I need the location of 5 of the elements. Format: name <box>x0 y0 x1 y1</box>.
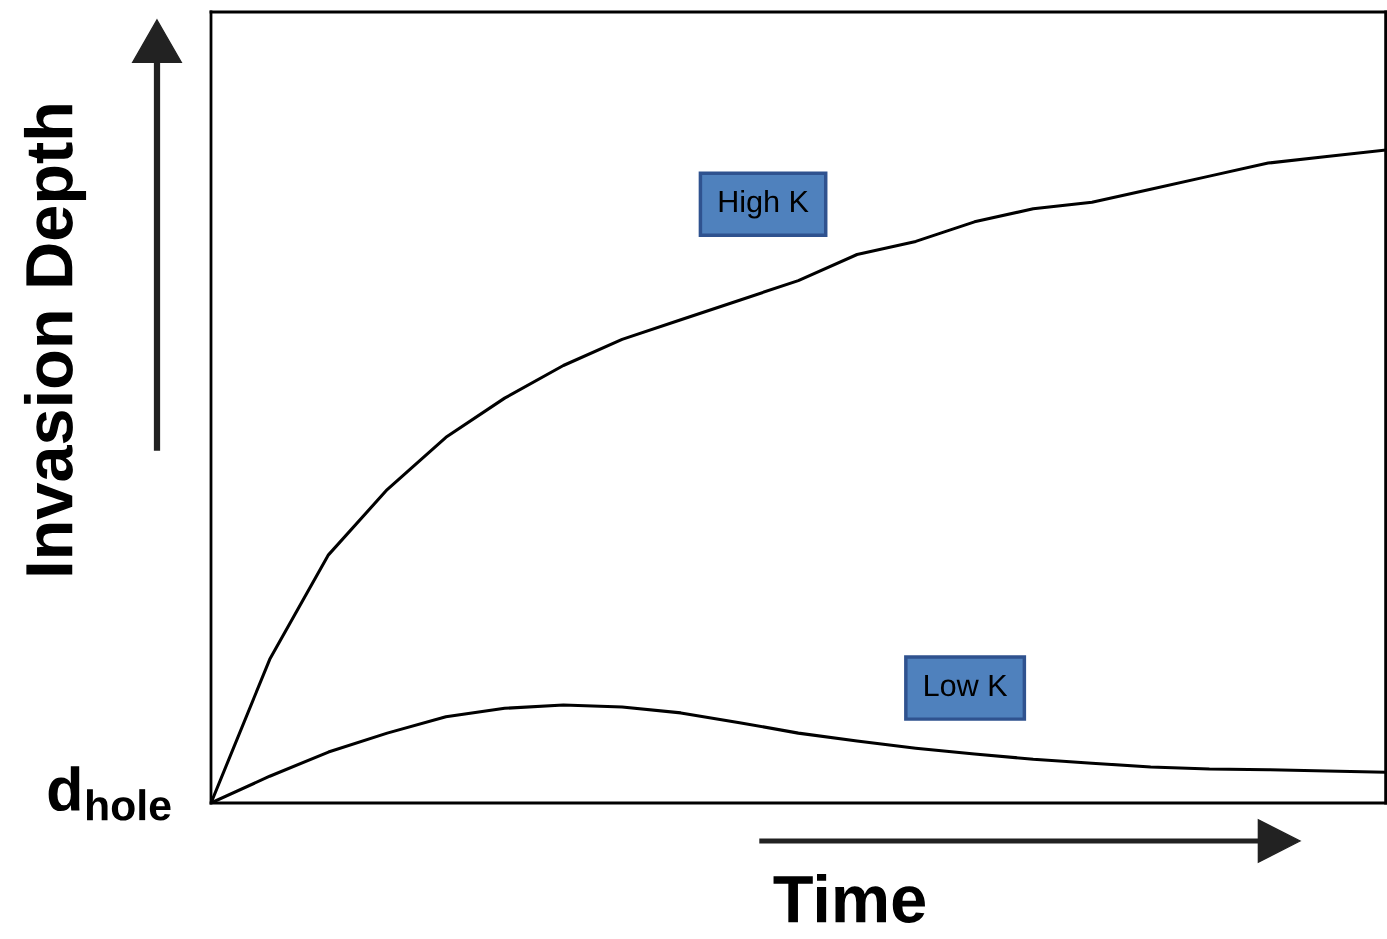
y-axis-title: Invasion Depth <box>23 105 87 575</box>
text: d$_{hole}$ <box>48 766 171 821</box>
series-label: Low K <box>925 674 1008 697</box>
series-label: High K <box>719 189 809 219</box>
x-axis-title: Time <box>773 873 925 923</box>
